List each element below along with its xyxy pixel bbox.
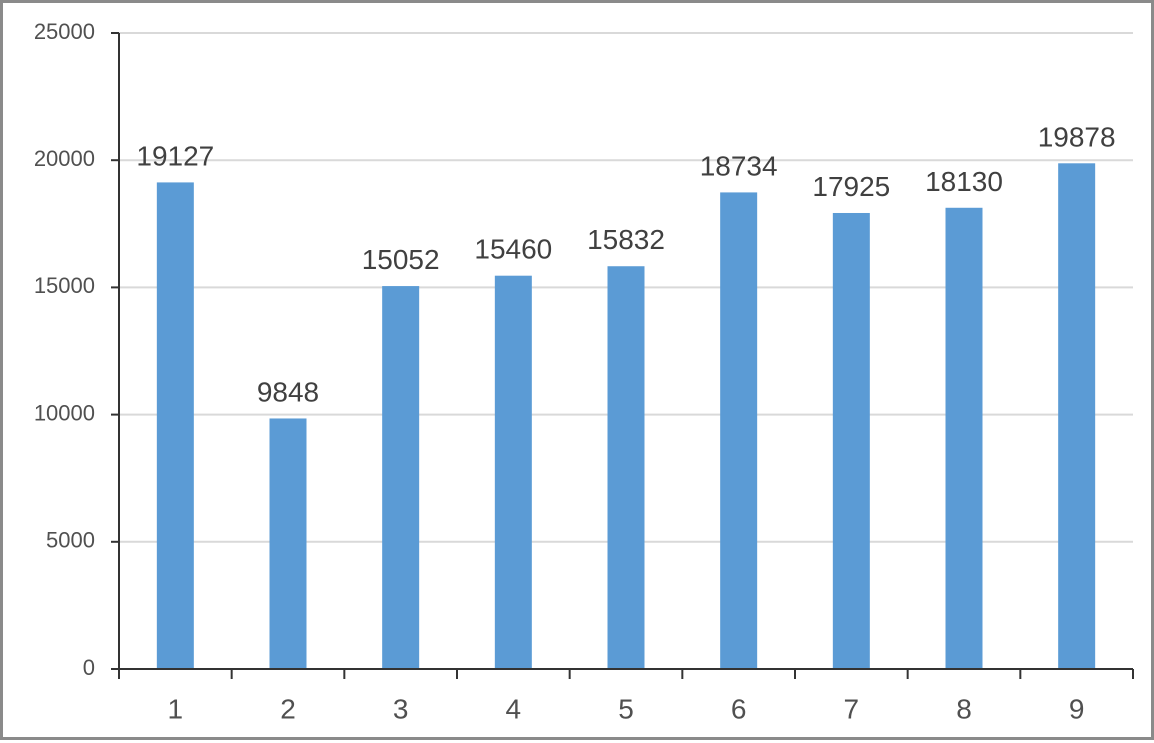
y-tick-label: 0 xyxy=(83,655,95,680)
x-tick-label: 2 xyxy=(280,693,296,724)
bar-3 xyxy=(382,286,420,669)
x-tick-label: 4 xyxy=(506,693,522,724)
data-label-9: 19878 xyxy=(1038,121,1116,152)
bar-series xyxy=(156,163,1096,669)
data-label-4: 15460 xyxy=(474,234,552,265)
data-label-1: 19127 xyxy=(136,140,214,171)
y-tick-label: 25000 xyxy=(34,19,95,44)
bar-4 xyxy=(494,275,532,669)
y-tick-label: 10000 xyxy=(34,400,95,425)
data-label-3: 15052 xyxy=(362,244,440,275)
y-tick-label: 5000 xyxy=(46,528,95,553)
data-label-5: 15832 xyxy=(587,224,665,255)
bar-chart: 0 5000 10000 15000 20000 25000 1 2 3 4 5 6 7 8 9 19127… xyxy=(34,19,1134,724)
y-tick-label: 15000 xyxy=(34,273,95,298)
x-tick-label: 6 xyxy=(731,693,747,724)
axes: 0 5000 10000 15000 20000 25000 1 2 3 4 5 6 7 8 9 xyxy=(34,19,1134,724)
bar-1 xyxy=(156,182,194,669)
x-tick-label: 5 xyxy=(618,693,634,724)
data-label-2: 9848 xyxy=(257,376,319,407)
data-label-8: 18130 xyxy=(925,166,1003,197)
x-tick-label: 3 xyxy=(393,693,409,724)
bar-2 xyxy=(269,418,307,669)
bar-6 xyxy=(720,192,758,669)
bar-5 xyxy=(607,266,645,669)
x-tick-label: 8 xyxy=(956,693,972,724)
data-label-6: 18734 xyxy=(700,150,778,181)
y-tick-label: 20000 xyxy=(34,146,95,171)
x-tick-label: 9 xyxy=(1069,693,1085,724)
data-labels: 19127 9848 15052 15460 15832 18734 17925 18130 1… xyxy=(136,121,1115,407)
data-label-7: 17925 xyxy=(812,171,890,202)
x-tick-label: 7 xyxy=(844,693,860,724)
bar-8 xyxy=(945,207,983,669)
x-tick-label: 1 xyxy=(168,693,184,724)
bar-7 xyxy=(832,212,870,669)
bar-9 xyxy=(1058,163,1096,669)
